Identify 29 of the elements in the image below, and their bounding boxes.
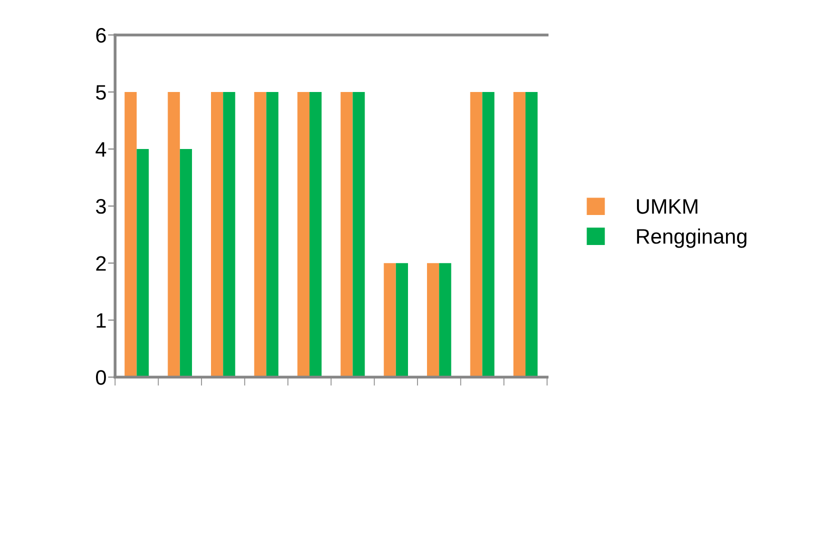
bar <box>254 92 266 378</box>
bar <box>309 92 322 378</box>
y-tick-label: 6 <box>96 28 106 43</box>
bar <box>180 149 192 378</box>
legend-label: Rengginang <box>637 228 746 248</box>
bar <box>384 263 396 378</box>
bar <box>211 92 224 378</box>
bar <box>352 92 365 378</box>
y-tick-label: 3 <box>96 199 106 214</box>
bar <box>266 92 278 378</box>
legend-label: UMKM <box>636 199 698 214</box>
bar <box>439 263 452 378</box>
bar <box>124 92 137 378</box>
y-tick-label: 2 <box>96 256 106 271</box>
y-tick-label: 4 <box>96 142 106 157</box>
y-tick-label: 1 <box>96 313 106 328</box>
bar <box>168 92 180 378</box>
bar <box>223 92 236 378</box>
bar <box>470 92 482 378</box>
y-tick-label: 0 <box>96 370 106 385</box>
bar <box>396 263 408 378</box>
bar <box>136 149 149 378</box>
bar <box>526 92 538 378</box>
y-tick-label: 5 <box>96 85 106 100</box>
bar <box>427 263 440 378</box>
bar <box>297 92 310 378</box>
bar <box>340 92 353 378</box>
bar <box>513 92 526 378</box>
bar <box>482 92 494 378</box>
